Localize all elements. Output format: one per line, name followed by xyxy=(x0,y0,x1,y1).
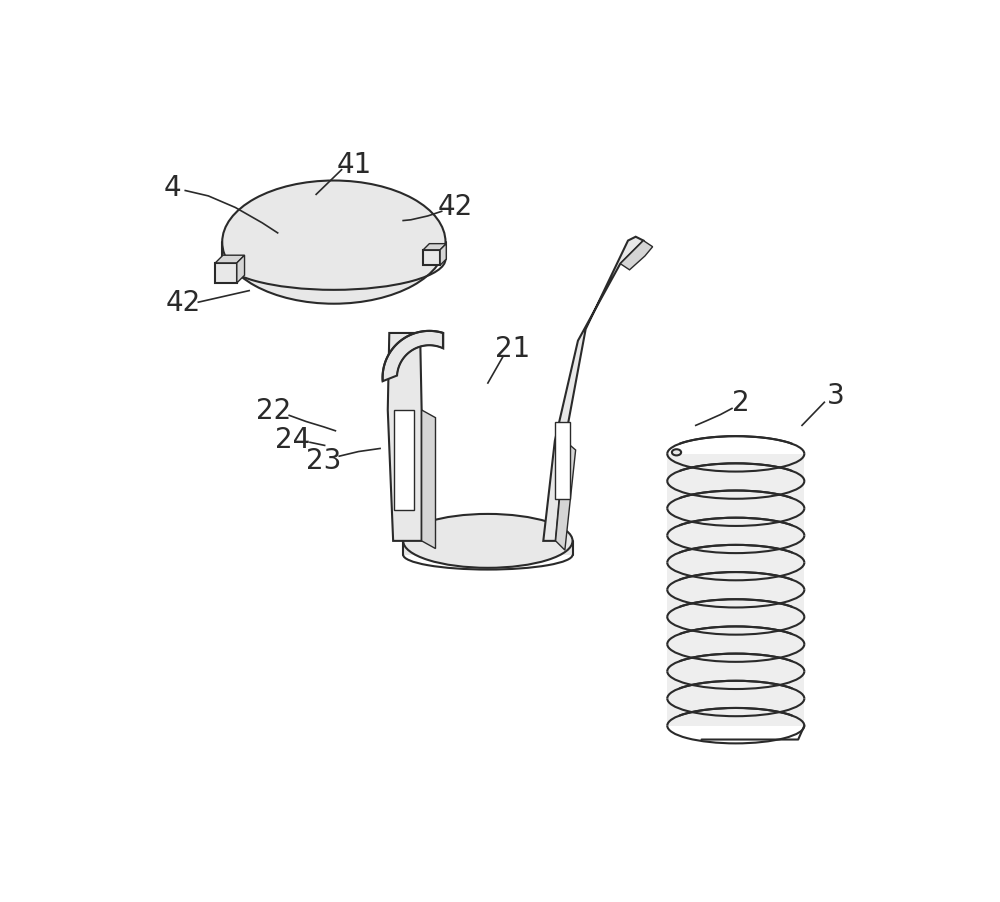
Text: 24: 24 xyxy=(275,426,311,454)
Text: 22: 22 xyxy=(256,397,291,425)
Text: 42: 42 xyxy=(165,289,201,317)
Ellipse shape xyxy=(222,181,446,304)
Text: 41: 41 xyxy=(337,151,372,179)
Polygon shape xyxy=(423,251,440,266)
Text: 3: 3 xyxy=(827,382,845,410)
Polygon shape xyxy=(667,509,804,536)
Polygon shape xyxy=(215,263,237,283)
Polygon shape xyxy=(388,334,422,541)
Polygon shape xyxy=(422,410,436,549)
Polygon shape xyxy=(383,332,443,382)
Polygon shape xyxy=(667,455,804,482)
Text: 21: 21 xyxy=(495,335,530,363)
Polygon shape xyxy=(667,536,804,563)
Polygon shape xyxy=(556,441,576,550)
Polygon shape xyxy=(394,410,414,511)
Polygon shape xyxy=(667,563,804,590)
Polygon shape xyxy=(667,482,804,509)
Polygon shape xyxy=(620,242,653,271)
Polygon shape xyxy=(667,617,804,644)
Polygon shape xyxy=(543,237,643,541)
Polygon shape xyxy=(423,244,446,251)
Polygon shape xyxy=(667,644,804,672)
Ellipse shape xyxy=(403,514,573,568)
Polygon shape xyxy=(215,256,245,263)
Text: 42: 42 xyxy=(437,193,472,221)
Polygon shape xyxy=(555,422,570,499)
Text: 4: 4 xyxy=(163,173,181,201)
Polygon shape xyxy=(440,244,446,266)
Polygon shape xyxy=(222,243,446,260)
Ellipse shape xyxy=(672,450,681,456)
Polygon shape xyxy=(667,590,804,617)
Polygon shape xyxy=(237,256,245,283)
Polygon shape xyxy=(667,699,804,726)
Polygon shape xyxy=(403,541,573,555)
Text: 23: 23 xyxy=(306,446,342,474)
Text: 2: 2 xyxy=(732,389,750,417)
Polygon shape xyxy=(667,672,804,699)
